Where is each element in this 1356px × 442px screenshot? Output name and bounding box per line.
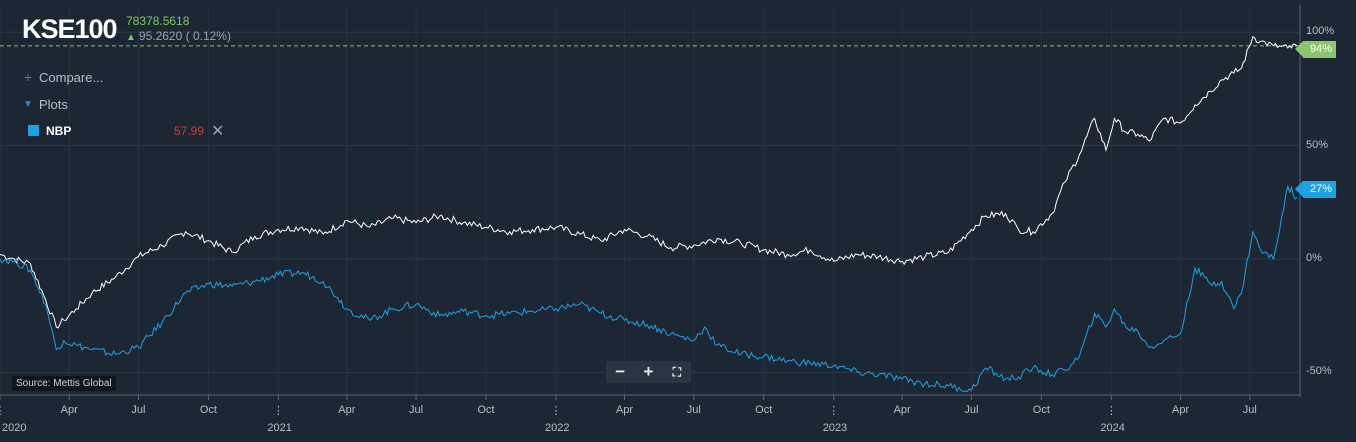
y-tick-label: -50% <box>1306 365 1332 378</box>
legend-swatch <box>28 125 39 136</box>
x-year-label: 2023 <box>822 422 848 434</box>
plots-label: Plots <box>39 96 68 112</box>
price-change-value: 95.2620 ( 0.12%) <box>138 29 231 43</box>
chart-menu: + Compare... ▼ Plots <box>22 68 103 122</box>
y-tick-label: 0% <box>1306 251 1322 264</box>
x-tick-label: Apr <box>338 404 356 416</box>
x-tick-label: Jul <box>1242 404 1257 416</box>
x-tick-label: Apr <box>893 404 911 416</box>
source-label: Source: Mettis Global <box>12 376 116 391</box>
x-tick-label: Oct <box>477 404 495 416</box>
legend-name: NBP <box>46 124 72 138</box>
compare-button[interactable]: + Compare... <box>22 68 103 86</box>
kse100-last-value-tag: 94% <box>1295 41 1336 58</box>
x-tick-label: Jul <box>131 404 146 416</box>
ticker-symbol: KSE100 <box>22 14 118 44</box>
nbp-last-value-tag: 27% <box>1295 181 1336 198</box>
x-tick-label: Oct <box>199 404 217 416</box>
price-change: ▲ 95.2620 ( 0.12%) <box>126 29 231 43</box>
close-icon[interactable]: ✕ <box>211 123 225 140</box>
y-tick-label: 50% <box>1306 138 1329 151</box>
series-line-kse100 <box>0 35 1298 329</box>
zoom-in-button[interactable]: + <box>643 362 654 381</box>
x-tick-label: Oct <box>755 404 773 416</box>
x-tick-label: Apr <box>60 404 78 416</box>
series-line-nbp <box>0 184 1298 393</box>
zoom-controls: − + ⛶ <box>606 361 691 383</box>
x-year-label: 2022 <box>545 422 570 434</box>
x-tick-label: Oct <box>1032 404 1050 416</box>
x-tick-label: Jul <box>409 404 424 416</box>
x-tick-label: Jul <box>964 404 979 416</box>
legend-value: 57.99 <box>174 124 205 138</box>
x-tick-label: Apr <box>1172 404 1190 416</box>
triangle-down-icon: ▼ <box>23 98 33 110</box>
x-year-label: 2020 <box>2 422 27 434</box>
year-marker: ⋮ <box>272 405 284 417</box>
zoom-out-button[interactable]: − <box>615 362 626 381</box>
legend-item-nbp: NBP 57.99 ✕ <box>28 123 228 140</box>
plots-toggle[interactable]: ▼ Plots <box>22 95 103 113</box>
last-price: 78378.5618 <box>126 14 190 28</box>
year-marker: ⋮ <box>1105 405 1117 417</box>
fullscreen-button[interactable]: ⛶ <box>672 365 682 379</box>
year-marker: ⋮ <box>0 405 6 417</box>
year-marker: ⋮ <box>550 405 562 417</box>
x-tick-label: Apr <box>615 404 634 416</box>
y-tick-label: 100% <box>1306 25 1335 38</box>
x-year-label: 2024 <box>1100 422 1125 434</box>
compare-label: Compare... <box>39 69 104 85</box>
x-tick-label: Jul <box>686 404 701 416</box>
arrow-up-icon: ▲ <box>126 32 136 43</box>
x-year-label: 2021 <box>267 422 292 434</box>
year-marker: ⋮ <box>828 405 840 417</box>
plus-icon: + <box>23 69 33 85</box>
